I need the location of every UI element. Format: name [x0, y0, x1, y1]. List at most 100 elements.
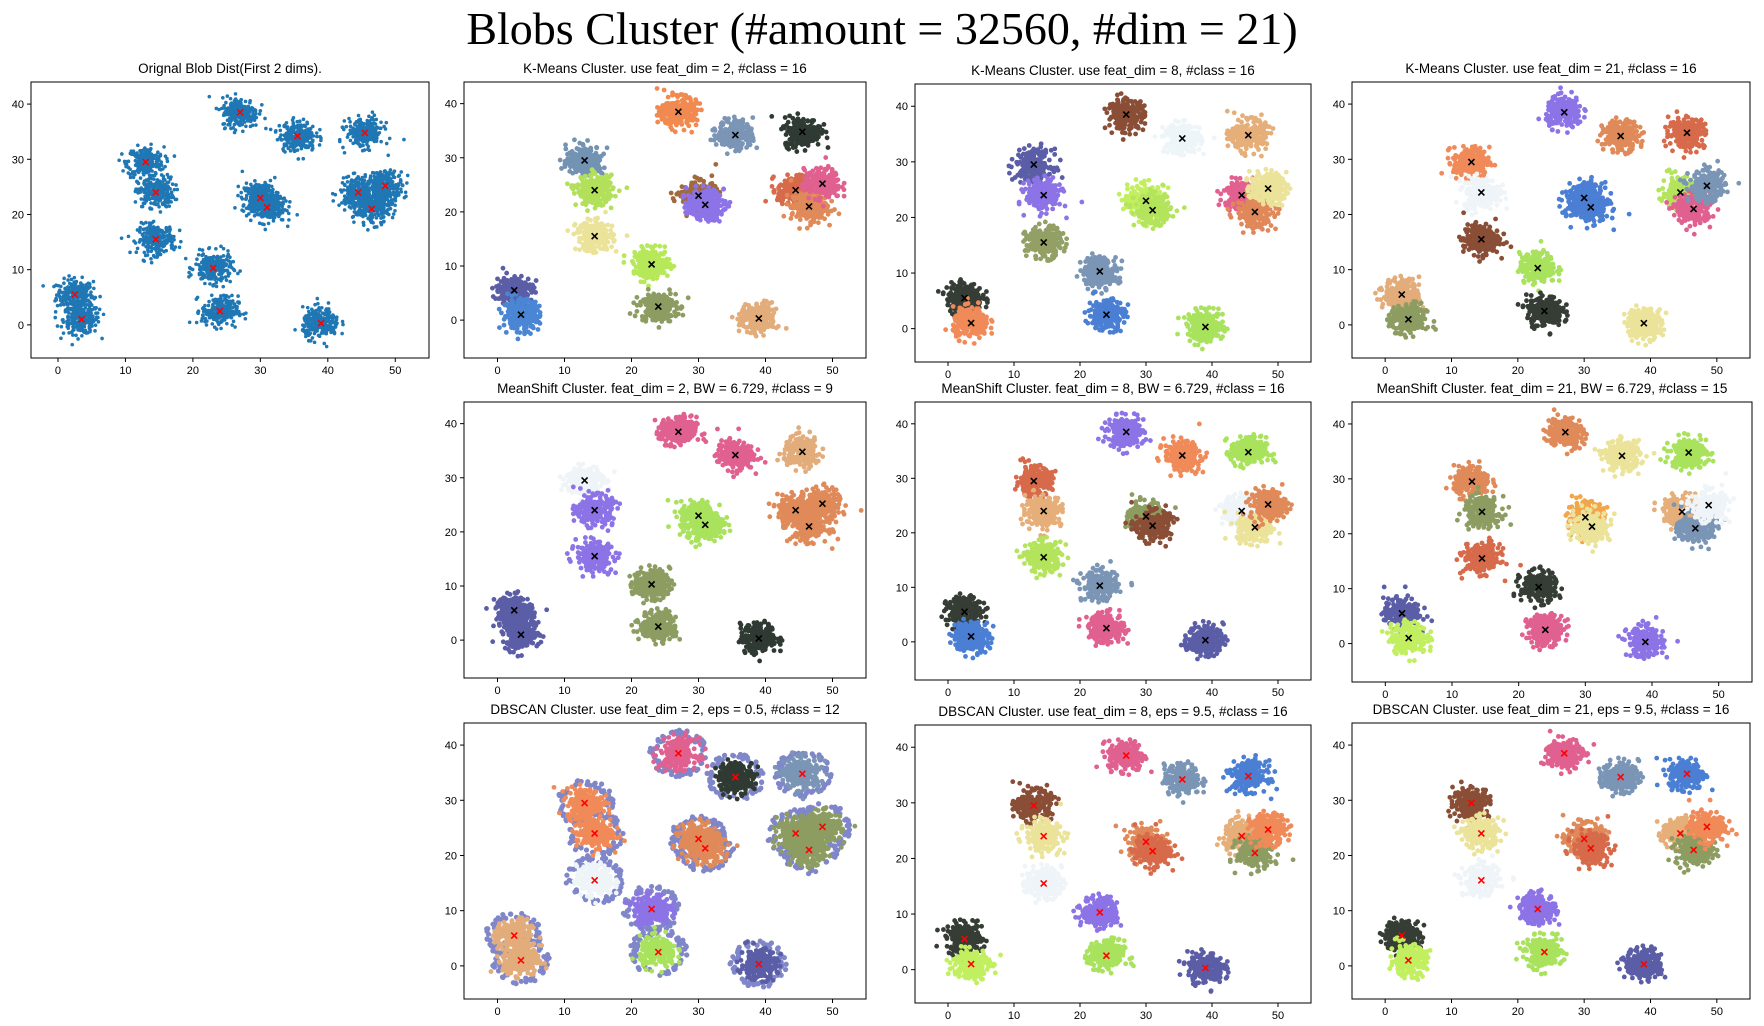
- cluster-point: [330, 191, 335, 196]
- cluster-point: [142, 182, 147, 187]
- cluster-point: [521, 281, 527, 287]
- cluster-point: [160, 202, 165, 207]
- cluster-point: [306, 309, 311, 314]
- cluster-point: [287, 218, 291, 222]
- cluster-point: [151, 164, 155, 168]
- cluster-point: [136, 181, 141, 186]
- y-tick-label: 40: [12, 99, 24, 111]
- cluster-point: [274, 203, 279, 207]
- cluster-point: [354, 120, 359, 124]
- cluster-point: [82, 299, 87, 303]
- cluster-point: [128, 175, 133, 180]
- cluster-point: [138, 176, 143, 180]
- cluster-point: [328, 315, 333, 319]
- cluster-point: [223, 262, 228, 266]
- cluster-point: [501, 290, 506, 296]
- cluster-point: [345, 180, 350, 184]
- cluster-point: [362, 178, 367, 183]
- cluster-point: [67, 281, 72, 286]
- cluster-point: [159, 186, 164, 191]
- cluster-point: [348, 120, 352, 124]
- cluster-point: [172, 234, 176, 239]
- cluster-point: [305, 139, 310, 143]
- cluster-point: [291, 115, 296, 120]
- cluster-point: [194, 320, 199, 325]
- cluster-point: [133, 200, 138, 204]
- cluster-point: [313, 302, 317, 307]
- cluster-point: [205, 269, 210, 273]
- cluster-point: [128, 167, 132, 171]
- cluster-point: [76, 309, 81, 313]
- cluster-point: [72, 304, 77, 308]
- cluster-point: [608, 205, 614, 211]
- cluster-point: [493, 296, 498, 301]
- cluster-point: [57, 289, 61, 294]
- cluster-point: [139, 197, 144, 201]
- cluster-point: [289, 133, 294, 138]
- cluster-point: [324, 344, 329, 349]
- cluster-point: [141, 227, 146, 232]
- cluster-point: [505, 291, 510, 297]
- cluster-point: [167, 195, 171, 200]
- cluster-point: [604, 193, 609, 199]
- cluster-point: [523, 325, 529, 330]
- cluster-point: [147, 235, 152, 240]
- cluster-point: [97, 307, 102, 312]
- cluster-point: [265, 212, 270, 217]
- cluster-point: [236, 193, 240, 198]
- cluster-point: [236, 300, 240, 304]
- cluster-point: [148, 223, 153, 227]
- cluster-point: [209, 293, 214, 298]
- cluster-point: [139, 204, 144, 209]
- cluster-point: [62, 276, 66, 281]
- cluster-point: [159, 234, 164, 239]
- cluster-point: [351, 135, 355, 139]
- cluster-point: [557, 157, 563, 163]
- cluster-point: [348, 138, 353, 143]
- cluster-point: [315, 134, 319, 139]
- cluster-point: [272, 208, 277, 212]
- cluster-point: [147, 150, 152, 154]
- cluster-point: [86, 281, 90, 286]
- cluster-point: [153, 255, 157, 259]
- cluster-point: [74, 333, 78, 338]
- cluster-point: [203, 257, 208, 262]
- cluster-point: [230, 293, 234, 298]
- cluster-point: [60, 290, 65, 295]
- cluster-point: [585, 138, 590, 143]
- cluster-point: [242, 120, 247, 124]
- cluster-point: [160, 230, 165, 234]
- cluster-point: [310, 148, 314, 152]
- cluster-point: [201, 271, 205, 276]
- cluster-point: [199, 277, 203, 281]
- cluster-point: [496, 306, 502, 312]
- cluster-point: [214, 280, 219, 285]
- cluster-point: [295, 119, 299, 124]
- cluster-point: [219, 255, 223, 259]
- cluster-point: [140, 187, 145, 192]
- cluster-point: [320, 305, 324, 310]
- cluster-point: [74, 287, 79, 292]
- cluster-point: [76, 337, 80, 341]
- cluster-point: [71, 318, 75, 323]
- cluster-point: [356, 184, 361, 189]
- cluster-point: [533, 299, 538, 305]
- cluster-point: [528, 318, 534, 324]
- cluster-point: [223, 126, 227, 130]
- cluster-point: [257, 183, 261, 187]
- cluster-point: [229, 301, 233, 306]
- cluster-point: [252, 118, 257, 122]
- cluster-point: [196, 310, 200, 315]
- cluster-point: [594, 181, 599, 186]
- cluster-point: [85, 303, 90, 307]
- cluster-point: [349, 179, 353, 184]
- cluster-point: [300, 328, 305, 332]
- cluster-point: [324, 329, 329, 334]
- cluster-point: [223, 305, 227, 309]
- cluster-point: [343, 197, 348, 202]
- cluster-point: [293, 327, 297, 332]
- subplot-orig: Orignal Blob Dist(First 2 dims).0 10 20 30 4…: [12, 61, 430, 377]
- cluster-point: [253, 179, 257, 183]
- cluster-point: [494, 284, 499, 289]
- cluster-point: [207, 315, 212, 320]
